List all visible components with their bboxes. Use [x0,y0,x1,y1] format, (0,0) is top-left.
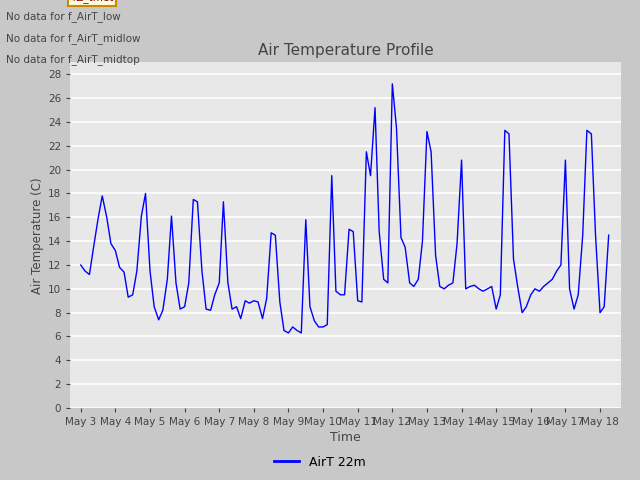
Text: TZ_tmet: TZ_tmet [70,0,114,3]
Legend: AirT 22m: AirT 22m [269,451,371,474]
Text: No data for f_AirT_midtop: No data for f_AirT_midtop [6,54,140,65]
Text: No data for f_AirT_midlow: No data for f_AirT_midlow [6,33,141,44]
Text: No data for f_AirT_low: No data for f_AirT_low [6,11,121,22]
Y-axis label: Air Temperature (C): Air Temperature (C) [31,177,44,293]
Title: Air Temperature Profile: Air Temperature Profile [258,44,433,59]
X-axis label: Time: Time [330,431,361,444]
